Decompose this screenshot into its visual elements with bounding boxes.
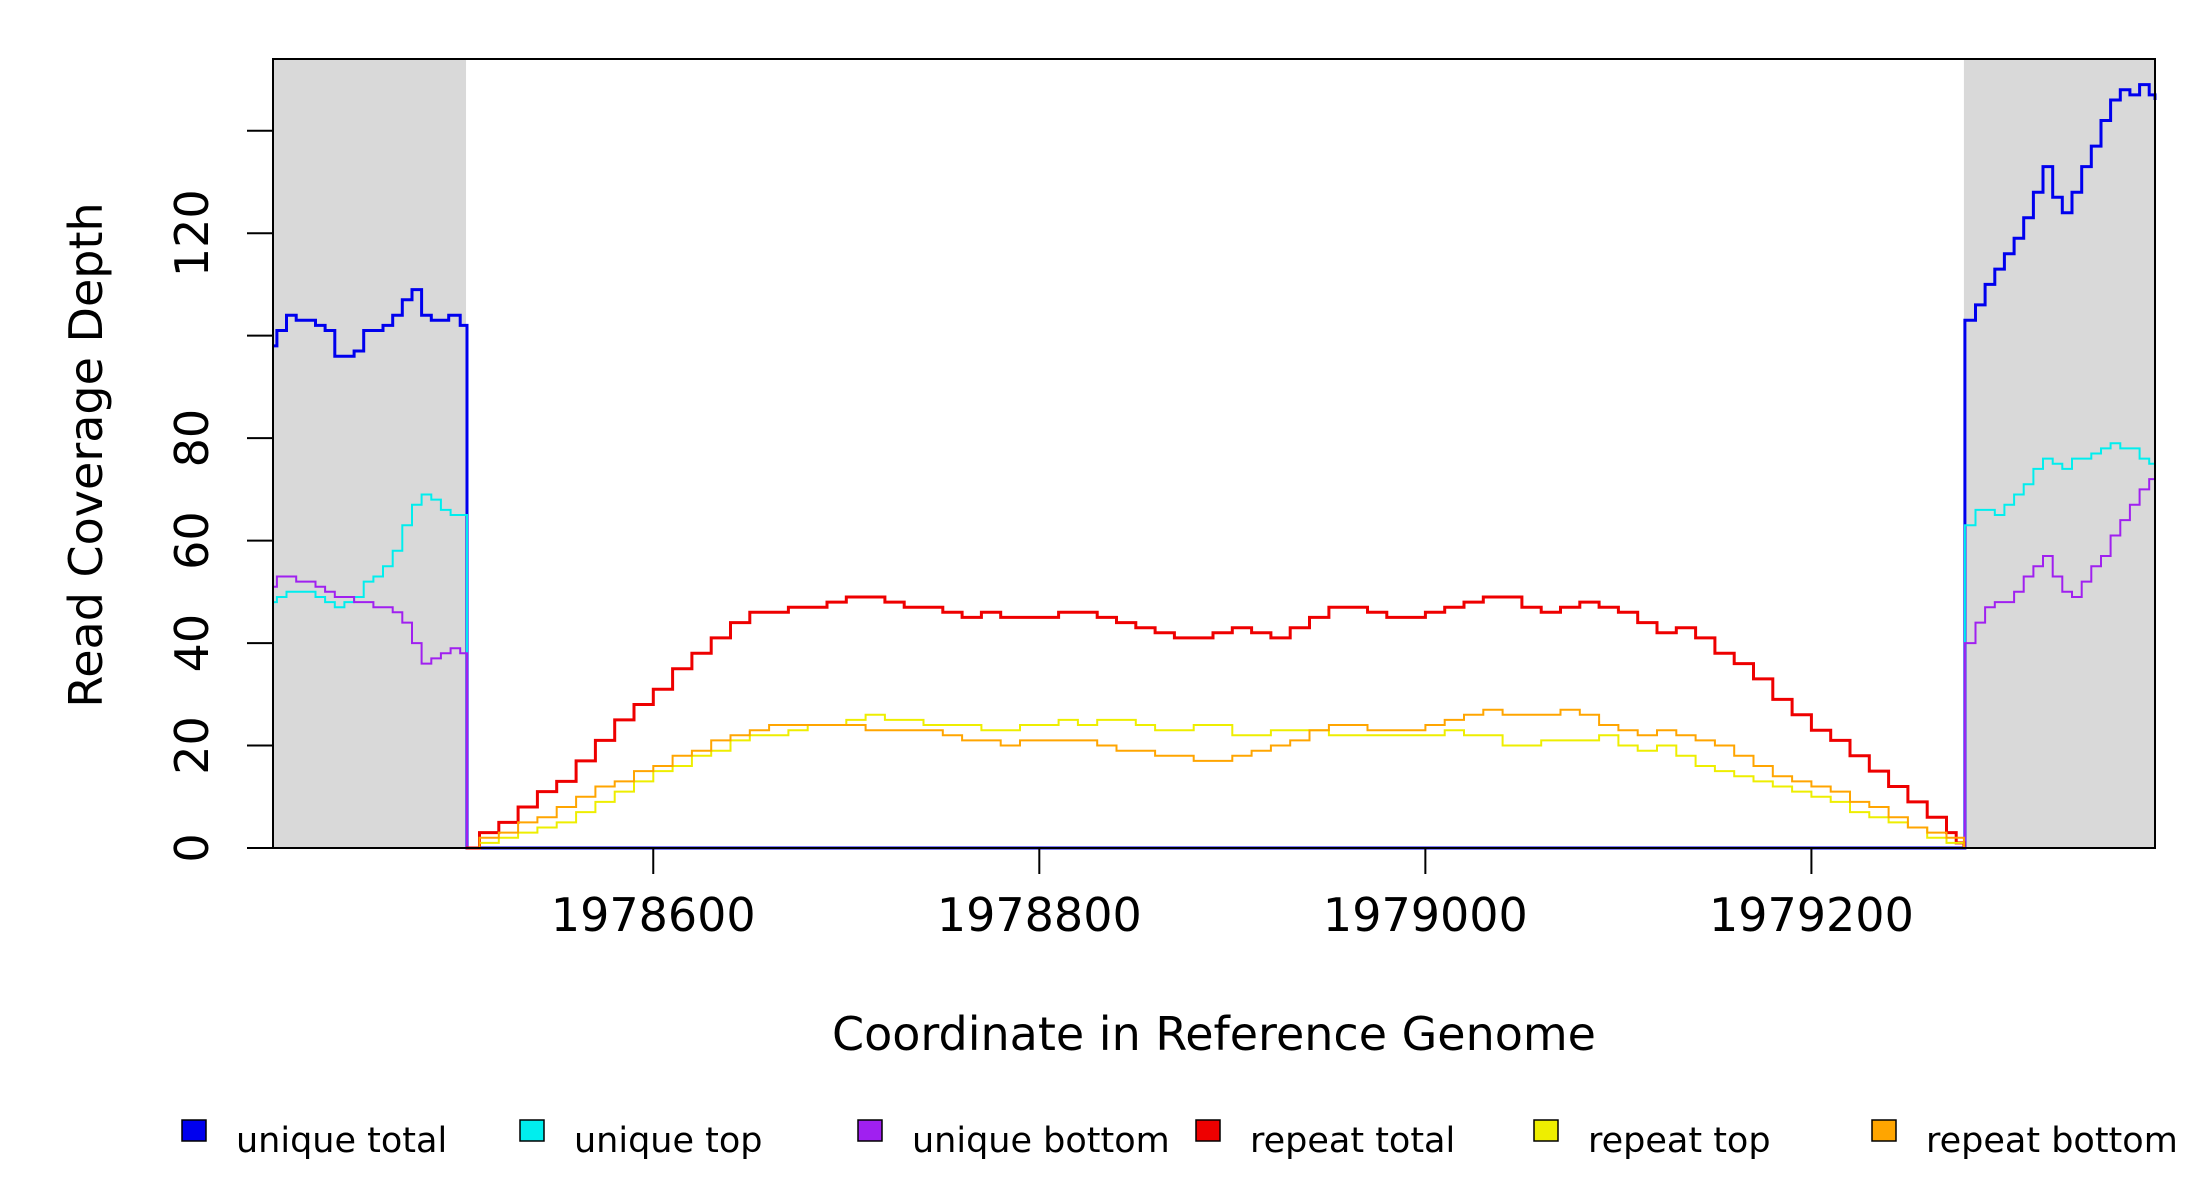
y-tick-label: 40 [165, 614, 219, 673]
x-tick-label: 1978800 [937, 888, 1142, 942]
y-tick-label: 20 [165, 716, 219, 775]
shaded-regions [273, 59, 2155, 848]
x-axis: 1978600 1978800 1979000 1979200 [551, 848, 1914, 942]
legend-swatch [1533, 1119, 1559, 1142]
legend-label: repeat top [1588, 1121, 1771, 1161]
series-lines [273, 83, 2157, 850]
legend-swatch [857, 1119, 883, 1142]
legend-label: unique top [574, 1121, 763, 1161]
series-line-repeat-bottom [466, 708, 1965, 849]
plot-frame [272, 58, 2156, 849]
x-tick-label: 1979200 [1709, 888, 1914, 942]
y-tick-label: 0 [165, 833, 219, 862]
legend-label: unique bottom [912, 1121, 1170, 1161]
shaded-region [273, 59, 467, 848]
y-tick-label: 120 [165, 189, 219, 277]
legend: unique total unique top unique bottom repea… [181, 1119, 2178, 1161]
x-tick-label: 1979000 [1323, 888, 1528, 942]
y-axis-title: Read Coverage Depth [59, 202, 113, 707]
x-tick-label: 1978600 [551, 888, 756, 942]
legend-swatch [181, 1119, 207, 1142]
legend-label: repeat bottom [1926, 1121, 2178, 1161]
legend-swatch [1195, 1119, 1221, 1142]
series-line-repeat-top [466, 713, 1965, 849]
y-axis: 0 20 40 60 80 120 [165, 129, 273, 863]
legend-label: repeat total [1250, 1121, 1455, 1161]
legend-swatch [519, 1119, 545, 1142]
series-line-repeat-total [466, 595, 1966, 850]
legend-swatch [1871, 1119, 1897, 1142]
legend-label: unique total [236, 1121, 447, 1161]
shaded-region [1963, 59, 2155, 848]
y-tick-label: 80 [165, 409, 219, 468]
y-tick-label: 60 [165, 511, 219, 570]
x-axis-title: Coordinate in Reference Genome [832, 1007, 1596, 1061]
